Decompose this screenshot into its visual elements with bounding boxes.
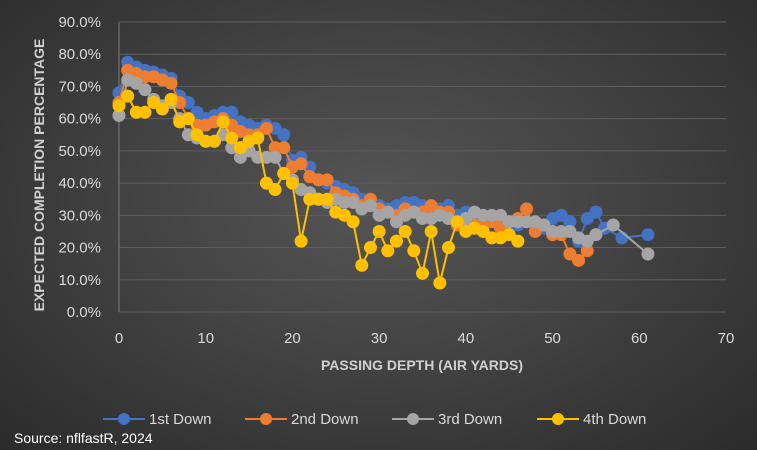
y-tick-label: 0.0% [67,304,101,321]
data-point [164,92,178,106]
data-point [606,218,620,232]
data-point [563,215,577,229]
data-point [389,234,403,248]
data-point [381,205,395,219]
legend-item: 3rd Down [392,411,502,428]
legend-item: 2nd Down [245,411,359,428]
data-point [442,241,456,255]
data-point [416,266,429,280]
data-point [355,258,369,272]
legend-marker [260,413,272,425]
y-axis-ticks: 0.0% 10.0% 20.0% 30.0% 40.0% 50.0% 60.0% 70.0% 8… [58,14,101,321]
data-point [216,115,230,129]
data-point [641,247,655,261]
legend-marker [552,413,564,425]
x-tick-label: 10 [197,330,214,347]
legend-label: 1st Down [149,411,212,428]
y-tick-label: 50.0% [58,143,101,160]
legend-marker [407,413,419,425]
data-point [320,173,334,187]
data-point [372,224,386,238]
data-point [589,228,603,242]
legend-label: 4th Down [583,411,646,428]
data-point [433,276,447,290]
x-tick-label: 40 [458,330,475,347]
data-point [268,183,282,197]
data-point [285,176,299,190]
data-point [112,108,126,122]
data-point [138,105,152,119]
data-point [277,141,291,155]
x-tick-label: 60 [631,330,648,347]
x-tick-label: 50 [544,330,561,347]
data-point [589,205,603,219]
data-point [277,166,291,180]
legend-marker [118,413,130,425]
data-point [511,234,525,248]
legend-item: 1st Down [103,411,212,428]
data-point [251,131,265,145]
data-point [398,224,412,238]
data-point [641,228,655,242]
data-point [112,99,126,113]
y-tick-label: 20.0% [58,240,101,257]
data-point [346,215,360,229]
data-point [407,244,421,258]
x-axis-ticks: 0 10 20 30 40 50 60 70 [115,330,735,347]
y-tick-label: 40.0% [58,175,101,192]
x-tick-label: 0 [115,330,123,347]
y-tick-label: 70.0% [58,78,101,95]
data-point [268,150,282,164]
series-4th-down [112,89,525,290]
data-point [181,112,195,126]
y-tick-label: 10.0% [58,272,101,289]
y-tick-label: 30.0% [58,207,101,224]
data-point [294,234,308,248]
x-tick-label: 30 [371,330,388,347]
data-point [520,202,534,216]
x-tick-label: 20 [284,330,301,347]
data-point [363,199,377,213]
data-point [259,121,273,135]
legend-label: 3rd Down [438,411,502,428]
data-point [121,89,135,103]
y-tick-label: 60.0% [58,111,101,128]
legend-item: 4th Down [537,411,646,428]
legend-label: 2nd Down [291,411,359,428]
data-point [164,76,178,90]
x-axis-title: PASSING DEPTH (AIR YARDS) [321,357,523,373]
legend: 1st Down 2nd Down 3rd Down 4th Down [103,411,646,428]
data-point [572,253,586,267]
y-tick-label: 80.0% [58,46,101,63]
data-point [225,131,239,145]
data-point [207,134,221,148]
y-axis-title: EXPECTED COMPLETION PERCENTAGE [31,39,47,312]
data-point [424,224,438,238]
source-note: Source: nflfastR, 2024 [14,430,153,446]
data-point [138,83,152,97]
data-point [580,244,594,258]
data-point [155,102,169,116]
data-point [277,128,291,142]
x-tick-label: 70 [718,330,735,347]
series-layer [112,55,655,290]
data-point [363,241,377,255]
data-point [381,244,395,258]
data-point [294,157,308,171]
data-point [450,215,464,229]
y-tick-label: 90.0% [58,14,101,31]
data-point [320,192,334,206]
